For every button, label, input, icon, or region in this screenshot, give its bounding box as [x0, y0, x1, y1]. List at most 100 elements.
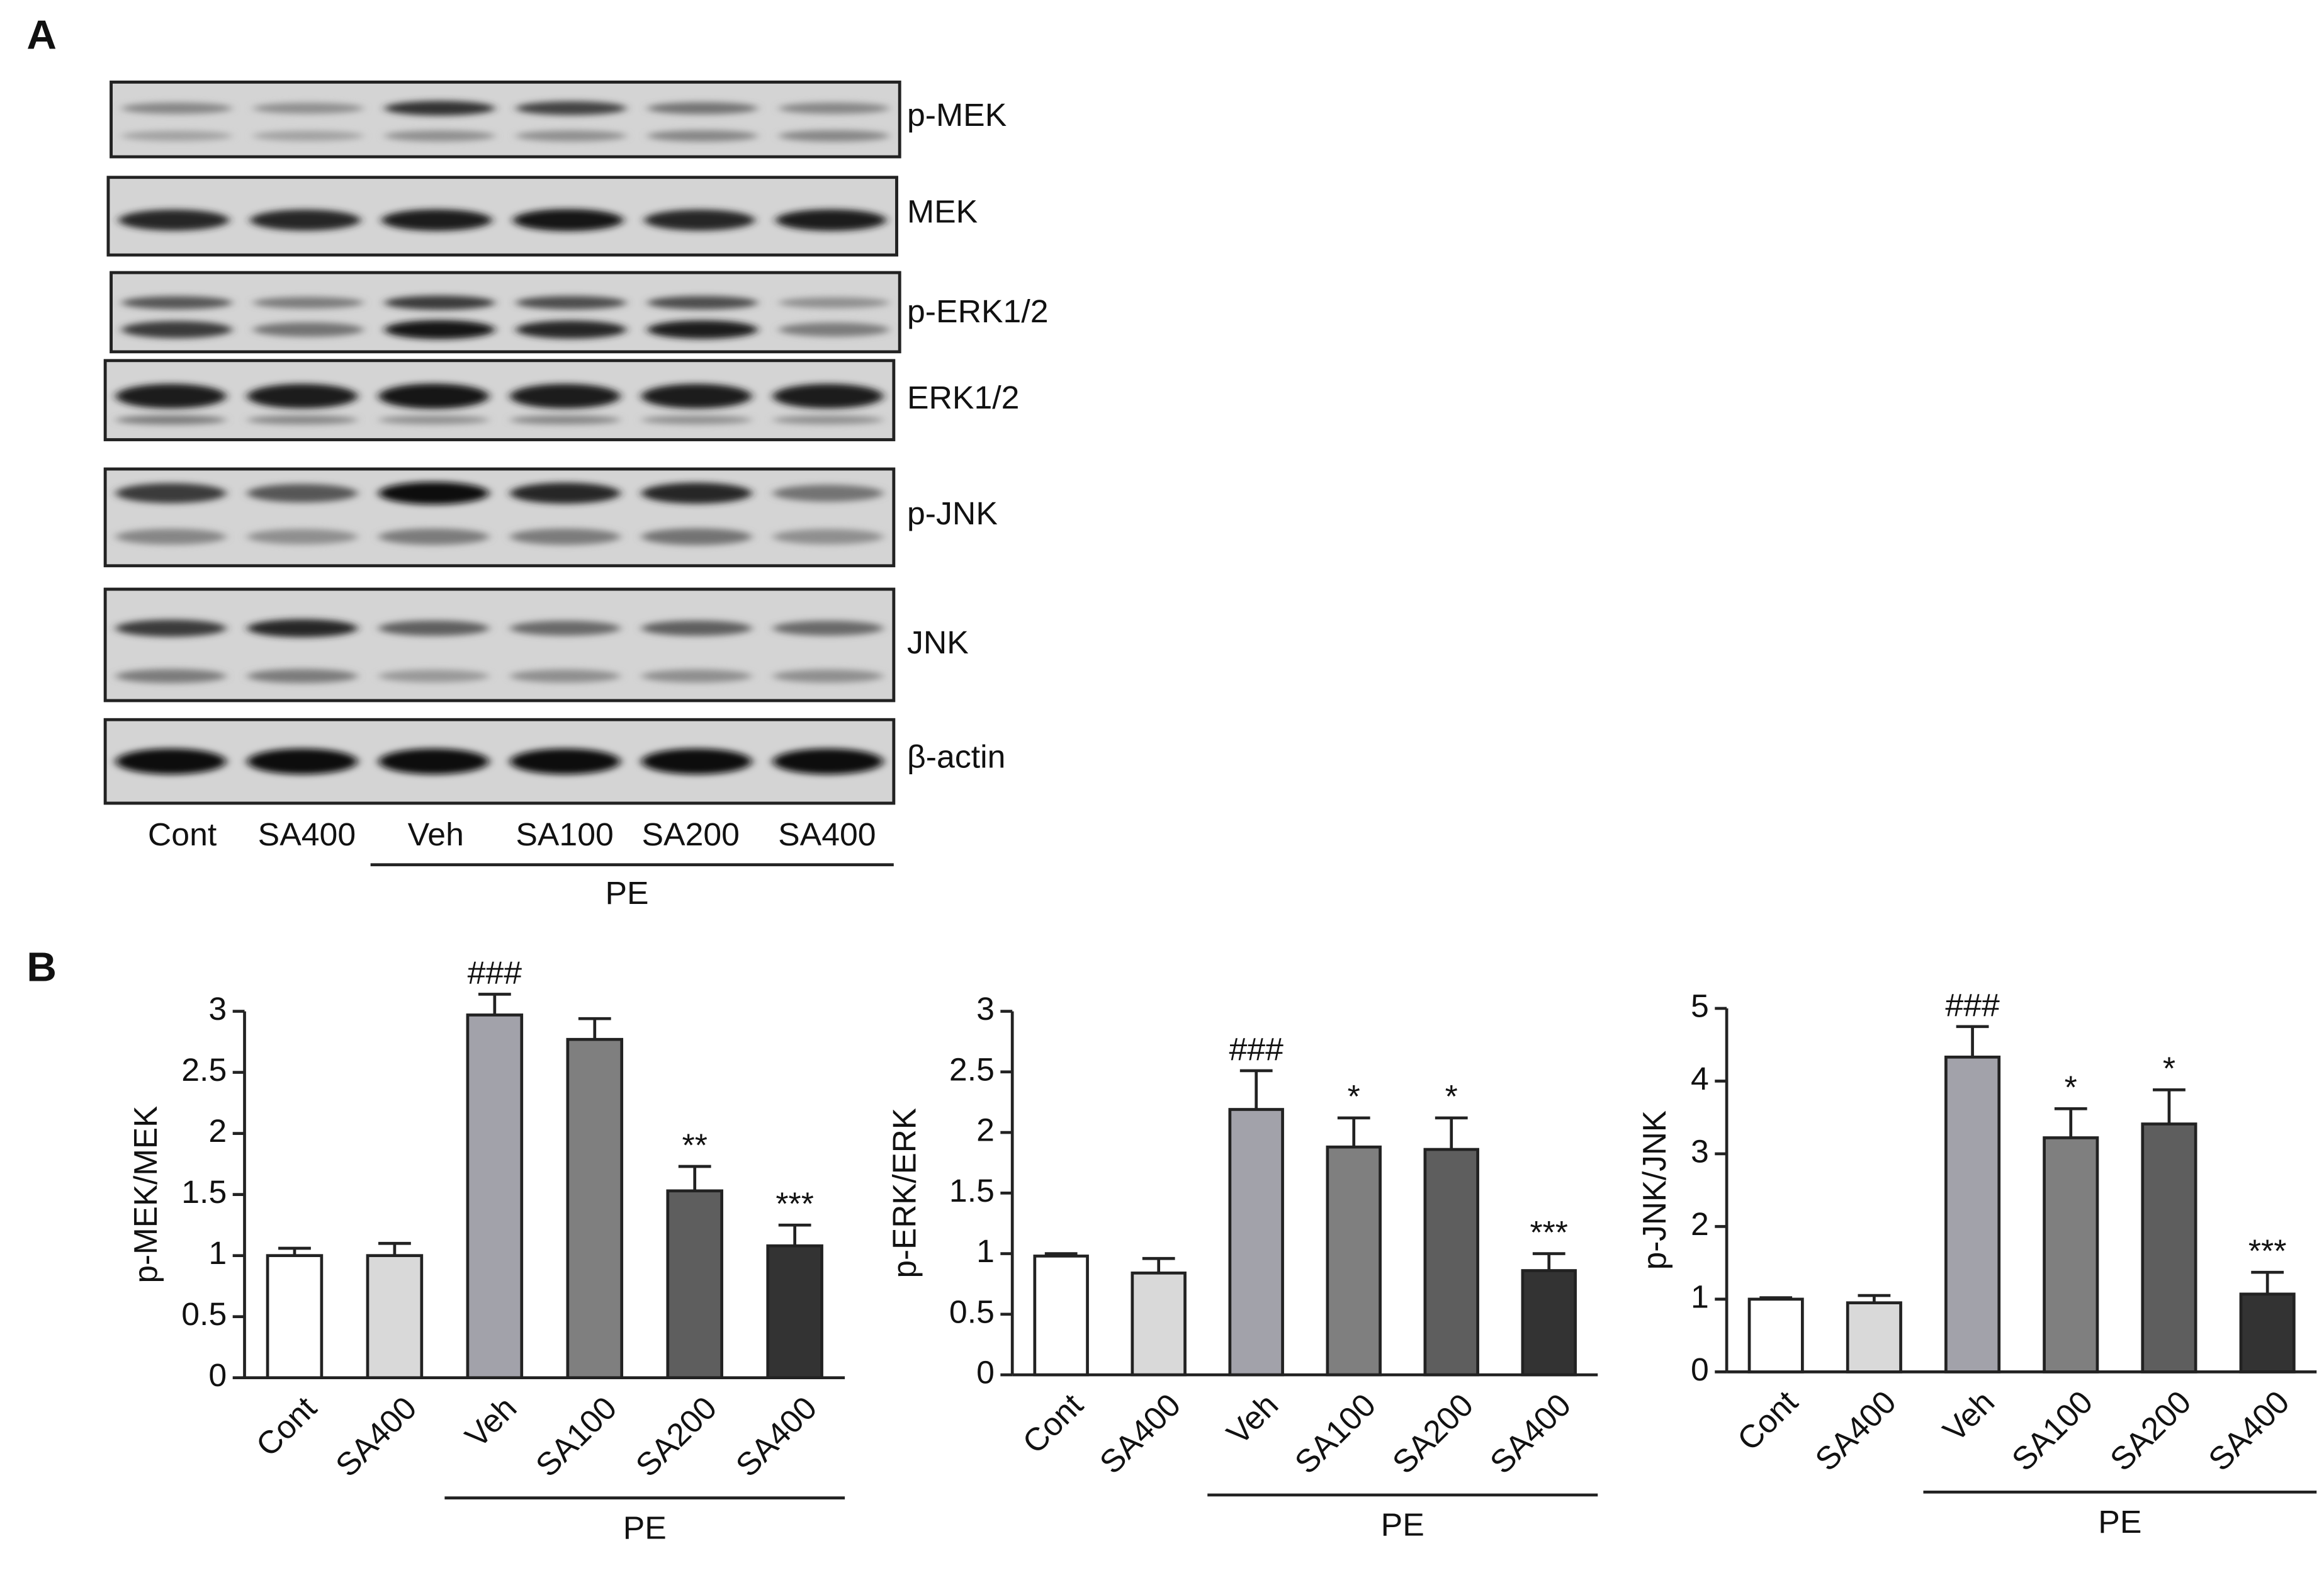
bar — [1033, 1255, 1089, 1377]
y-tick-label: 0 — [208, 1357, 227, 1393]
bar — [366, 1254, 424, 1380]
significance-label: *** — [2248, 1233, 2286, 1269]
blot-band — [641, 669, 752, 683]
blot-background — [103, 467, 896, 568]
blot-band — [247, 619, 358, 638]
y-tick-label: 0 — [1691, 1351, 1709, 1387]
blot-band — [516, 101, 626, 116]
y-tick-label: 5 — [1691, 988, 1709, 1024]
blot-band — [247, 669, 358, 684]
blot-background — [110, 81, 901, 159]
y-tick-label: 4 — [1691, 1060, 1709, 1097]
y-tick-label: 3 — [976, 990, 995, 1027]
x-tick-label: SA400 — [1808, 1384, 1903, 1478]
bar — [466, 1013, 524, 1380]
blot-frame — [103, 467, 896, 568]
blot-band — [772, 529, 884, 545]
bar — [1423, 1148, 1479, 1377]
significance-label: *** — [1530, 1214, 1568, 1250]
blot-band — [384, 295, 495, 310]
blot-band — [121, 102, 232, 114]
blot-band — [779, 297, 889, 308]
x-tick-label: Veh — [1219, 1386, 1285, 1451]
blot-band — [641, 415, 752, 425]
blot-frame — [103, 587, 896, 703]
blot-band — [772, 383, 884, 409]
x-tick-label: SA200 — [1385, 1386, 1480, 1481]
group-label: PE — [1381, 1506, 1424, 1543]
group-label: PE — [623, 1509, 667, 1546]
blot — [103, 587, 896, 703]
blot-background — [103, 359, 896, 441]
blot-band — [641, 482, 752, 504]
blot-band — [378, 482, 489, 505]
panel-label: A — [26, 12, 57, 58]
y-tick-label: 1.5 — [181, 1173, 227, 1210]
blot-band — [641, 620, 752, 636]
lane-label: SA400 — [258, 816, 356, 852]
bar — [1326, 1145, 1382, 1377]
x-tick-label: Veh — [1936, 1384, 2001, 1448]
bar — [1944, 1055, 2001, 1374]
blot-band — [510, 621, 621, 636]
blot-band — [121, 130, 232, 142]
blot-band — [647, 130, 758, 142]
bar — [1228, 1108, 1284, 1377]
y-tick-label: 2 — [976, 1112, 995, 1148]
blot-band — [115, 619, 227, 637]
blot-band — [641, 383, 752, 409]
blot-band — [381, 209, 492, 231]
bar — [2141, 1122, 2197, 1374]
bar — [1521, 1269, 1577, 1377]
y-axis-label: p-JNK/JNK — [1636, 1110, 1672, 1270]
significance-label: ### — [1945, 986, 2000, 1023]
blot-band — [779, 130, 889, 142]
bar — [2239, 1292, 2296, 1374]
blot-band — [247, 483, 358, 503]
blot-band — [772, 748, 884, 775]
blot-band — [512, 209, 624, 232]
x-tick-label: SA100 — [528, 1389, 623, 1484]
blot-frame — [110, 271, 901, 354]
bar — [766, 1244, 823, 1380]
blot-row-label: JNK — [907, 624, 969, 660]
blot-background — [106, 176, 898, 257]
blot-frame — [106, 176, 898, 257]
x-tick-label: SA400 — [2201, 1384, 2296, 1478]
blot-band — [253, 103, 364, 114]
blot-band — [378, 748, 489, 775]
blot-frame — [103, 359, 896, 441]
significance-label: * — [2065, 1069, 2077, 1105]
y-axis-label: p-MEK/MEK — [127, 1106, 164, 1284]
x-tick-label: Cont — [1730, 1384, 1805, 1457]
blot-band — [247, 415, 358, 425]
x-tick-label: SA200 — [628, 1389, 723, 1484]
blot-band — [772, 621, 884, 636]
group-label: PE — [605, 874, 648, 911]
y-tick-label: 0 — [976, 1354, 995, 1391]
blot — [110, 81, 901, 159]
blot-band — [378, 528, 489, 545]
y-tick-label: 3 — [208, 990, 227, 1027]
blot-band — [516, 320, 626, 339]
x-tick-label: SA400 — [1482, 1386, 1577, 1481]
blot-band — [510, 528, 621, 545]
blot-row-label: p-ERK1/2 — [907, 293, 1049, 329]
blot — [103, 359, 896, 441]
blot-band — [641, 748, 752, 775]
blot-band — [115, 483, 227, 504]
lane-label: SA100 — [516, 816, 614, 852]
blot-band — [772, 669, 884, 683]
bar — [266, 1254, 324, 1380]
blot-band — [510, 415, 621, 425]
bar — [2043, 1136, 2099, 1374]
x-tick-label: SA100 — [2004, 1384, 2099, 1478]
blot-band — [776, 209, 886, 231]
blot-band — [247, 748, 358, 775]
blot-band — [779, 322, 889, 337]
blot-band — [779, 102, 889, 114]
significance-label: ** — [682, 1127, 708, 1163]
blot-background — [103, 587, 896, 703]
blot-band — [115, 748, 227, 775]
